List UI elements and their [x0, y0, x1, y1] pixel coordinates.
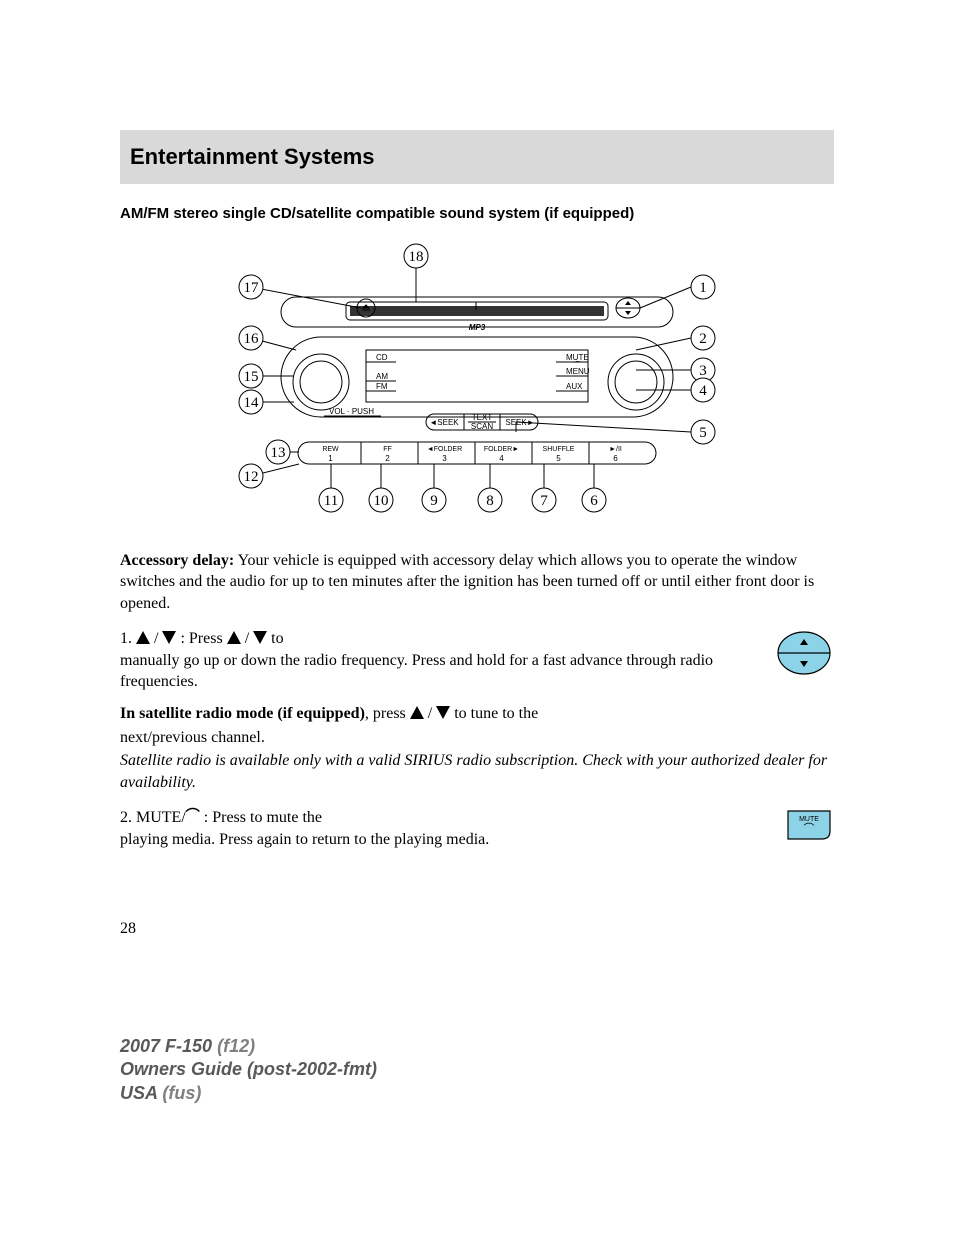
mute-button-illustration: MUTE⌒: [784, 807, 834, 846]
item1-body: manually go up or down the radio frequen…: [120, 650, 744, 693]
section-header-bar: Entertainment Systems: [120, 130, 834, 184]
svg-text:5: 5: [556, 454, 561, 463]
footer-region: USA: [120, 1083, 157, 1103]
footer-model: 2007 F-150: [120, 1036, 212, 1056]
triangle-down-icon: [162, 631, 176, 644]
sat-body: next/previous channel.: [120, 727, 834, 749]
item-1-text: 1. / : Press / to manually go up or down…: [120, 628, 744, 693]
svg-text:12: 12: [244, 469, 259, 485]
item2-prefix: 2.: [120, 809, 136, 826]
svg-text:►/II: ►/II: [609, 446, 622, 453]
triangle-up-icon: [227, 631, 241, 644]
svg-text:AM: AM: [376, 372, 388, 381]
mute-icon: MUTE⌒: [784, 807, 834, 841]
svg-text:MUTE: MUTE: [799, 816, 819, 823]
item2-mid: : Press to mute the: [200, 809, 322, 826]
item-1-row: 1. / : Press / to manually go up or down…: [120, 628, 834, 693]
svg-text:REW: REW: [322, 446, 339, 453]
accessory-delay-para: Accessory delay: Your vehicle is equippe…: [120, 550, 834, 615]
triangle-up-icon: [136, 631, 150, 644]
item1-after: to: [267, 630, 283, 647]
svg-text:4: 4: [699, 383, 707, 399]
subheading: AM/FM stereo single CD/satellite compati…: [120, 204, 834, 224]
svg-text:TEXT: TEXT: [472, 413, 493, 422]
svg-text:3: 3: [442, 454, 447, 463]
item-2-text: 2. MUTE/⌒ : Press to mute the playing me…: [120, 807, 754, 850]
svg-text:15: 15: [244, 369, 259, 385]
section-title: Entertainment Systems: [130, 144, 824, 170]
svg-text:MP3: MP3: [469, 323, 486, 332]
page-number: 28: [120, 920, 136, 938]
svg-text:6: 6: [613, 454, 618, 463]
svg-text:4: 4: [499, 454, 504, 463]
svg-text:3: 3: [699, 363, 707, 379]
item1-prefix: 1.: [120, 630, 136, 647]
item1-mid: : Press: [176, 630, 226, 647]
svg-text:◄FOLDER: ◄FOLDER: [427, 446, 462, 453]
satellite-line: In satellite radio mode (if equipped), p…: [120, 703, 834, 725]
svg-text:2: 2: [385, 454, 390, 463]
svg-text:16: 16: [244, 331, 260, 347]
svg-text:14: 14: [244, 395, 260, 411]
svg-text:9: 9: [430, 493, 438, 509]
svg-text:FM: FM: [376, 382, 388, 391]
sat-label: In satellite radio mode (if equipped): [120, 705, 365, 722]
svg-text:10: 10: [374, 493, 389, 509]
triangle-down-icon: [436, 706, 450, 719]
svg-text:6: 6: [590, 493, 598, 509]
footer-line-1: 2007 F-150 (f12): [120, 1035, 377, 1058]
item2-label: MUTE/: [136, 809, 186, 826]
svg-text:18: 18: [409, 249, 424, 265]
svg-text:CD: CD: [376, 353, 388, 362]
svg-text:FF: FF: [383, 446, 392, 453]
svg-text:11: 11: [324, 493, 338, 509]
footer-line-3: USA (fus): [120, 1082, 377, 1105]
triangle-down-icon: [253, 631, 267, 644]
footer-line-2: Owners Guide (post-2002-fmt): [120, 1058, 377, 1081]
svg-text:1: 1: [328, 454, 333, 463]
svg-text:◄SEEK: ◄SEEK: [429, 418, 459, 427]
svg-text:2: 2: [699, 331, 707, 347]
svg-text:SCAN: SCAN: [471, 422, 493, 431]
triangle-up-icon: [410, 706, 424, 719]
svg-text:1: 1: [699, 280, 707, 296]
item2-body: playing media. Press again to return to …: [120, 829, 754, 851]
svg-text:AUX: AUX: [566, 382, 583, 391]
svg-text:5: 5: [699, 425, 707, 441]
phone-icon: ⌒: [186, 808, 200, 827]
tune-icon: [774, 628, 834, 678]
svg-text:7: 7: [540, 493, 548, 509]
svg-text:13: 13: [271, 445, 286, 461]
tune-button-illustration: [774, 628, 834, 683]
accessory-delay-label: Accessory delay:: [120, 552, 234, 569]
svg-text:17: 17: [244, 280, 260, 296]
sat-mid: , press: [365, 705, 410, 722]
svg-text:⌒: ⌒: [804, 822, 815, 835]
sat-note: Satellite radio is available only with a…: [120, 750, 834, 793]
item-2-row: 2. MUTE/⌒ : Press to mute the playing me…: [120, 807, 834, 850]
footer-code1: (f12): [212, 1036, 255, 1056]
footer-code3: (fus): [157, 1083, 201, 1103]
footer-block: 2007 F-150 (f12) Owners Guide (post-2002…: [120, 1035, 377, 1105]
sat-after: to tune to the: [450, 705, 538, 722]
radio-diagram-svg: MP3CDAMFMVOL · PUSHMUTEMENUAUX⌒◄SEEKTEXT…: [216, 242, 738, 522]
svg-text:VOL · PUSH: VOL · PUSH: [329, 407, 374, 416]
svg-text:8: 8: [486, 493, 494, 509]
radio-diagram: MP3CDAMFMVOL · PUSHMUTEMENUAUX⌒◄SEEKTEXT…: [120, 242, 834, 522]
svg-text:SHUFFLE: SHUFFLE: [543, 446, 575, 453]
svg-text:FOLDER►: FOLDER►: [484, 446, 519, 453]
